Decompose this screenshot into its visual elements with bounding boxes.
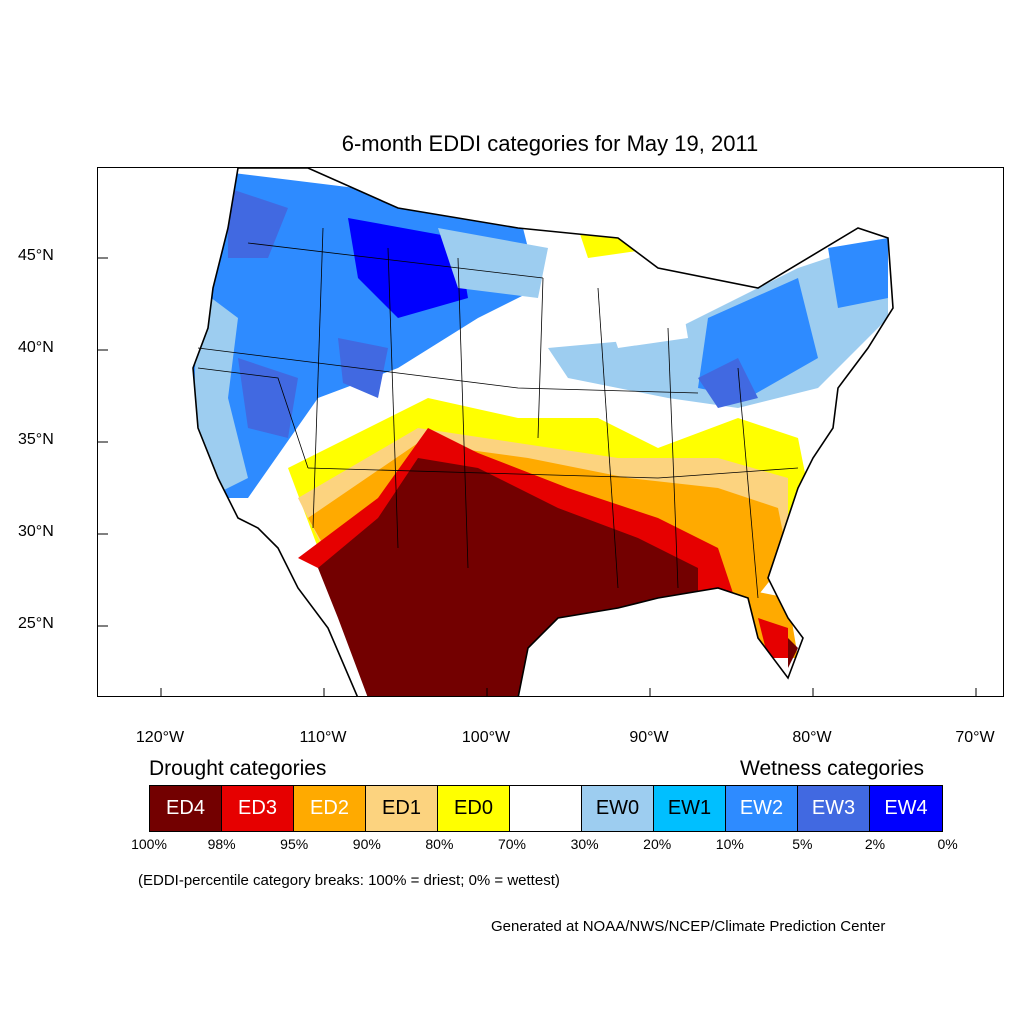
legend-box-ed2: ED2: [294, 786, 366, 831]
legend-box-normal: [510, 786, 582, 831]
legend-box-ed4: ED4: [150, 786, 222, 831]
lat-label-40: 40°N: [18, 339, 54, 356]
percentile-label: 20%: [643, 836, 672, 852]
map-panel: [97, 167, 1004, 697]
percentile-label: 70%: [497, 836, 527, 852]
map-title: 6-month EDDI categories for May 19, 2011: [341, 131, 759, 156]
percentile-label: 95%: [280, 836, 309, 852]
percentile-label: 80%: [425, 836, 454, 852]
boundaries: [192, 168, 894, 696]
lat-label-35: 35°N: [18, 431, 54, 448]
lon-label-80: 80°W: [792, 729, 832, 746]
legend-box-ew2: EW2: [726, 786, 798, 831]
percentile-label: 10%: [715, 836, 744, 852]
category-note: (EDDI-percentile category breaks: 100% =…: [138, 872, 560, 889]
legend-box-ew3: EW3: [798, 786, 870, 831]
percentile-label: 30%: [570, 836, 599, 852]
lat-label-45: 45°N: [18, 247, 54, 264]
legend-box-ew1: EW1: [654, 786, 726, 831]
percentile-label: 5%: [792, 836, 813, 852]
lon-label-110: 110°W: [299, 729, 347, 746]
percentile-label: 2%: [864, 836, 886, 852]
legend-box-ed0: ED0: [438, 786, 510, 831]
percentile-label: 0%: [937, 836, 958, 852]
drought-heading: Drought categories: [149, 757, 327, 780]
category-legend: ED4 ED3 ED2 ED1 ED0 EW0 EW1 EW2 EW3 EW4: [149, 785, 943, 832]
legend-box-ed3: ED3: [222, 786, 294, 831]
category-field: [193, 168, 893, 696]
eddi-map: [98, 168, 977, 696]
lon-label-120: 120°W: [135, 729, 185, 746]
lat-label-30: 30°N: [18, 523, 54, 540]
percentile-label: 98%: [207, 836, 236, 852]
percentile-label: 90%: [352, 836, 381, 852]
lon-label-90: 90°W: [629, 729, 669, 746]
percentile-label: 100%: [131, 836, 167, 852]
lon-label-70: 70°W: [955, 729, 995, 746]
axis-ticks: [98, 257, 977, 696]
legend-box-ew0: EW0: [582, 786, 654, 831]
legend-box-ed1: ED1: [366, 786, 438, 831]
lon-label-100: 100°W: [461, 729, 511, 746]
lat-label-25: 25°N: [18, 615, 54, 632]
legend-box-ew4: EW4: [870, 786, 942, 831]
credit-line: Generated at NOAA/NWS/NCEP/Climate Predi…: [491, 918, 886, 935]
wetness-heading: Wetness categories: [740, 757, 925, 780]
